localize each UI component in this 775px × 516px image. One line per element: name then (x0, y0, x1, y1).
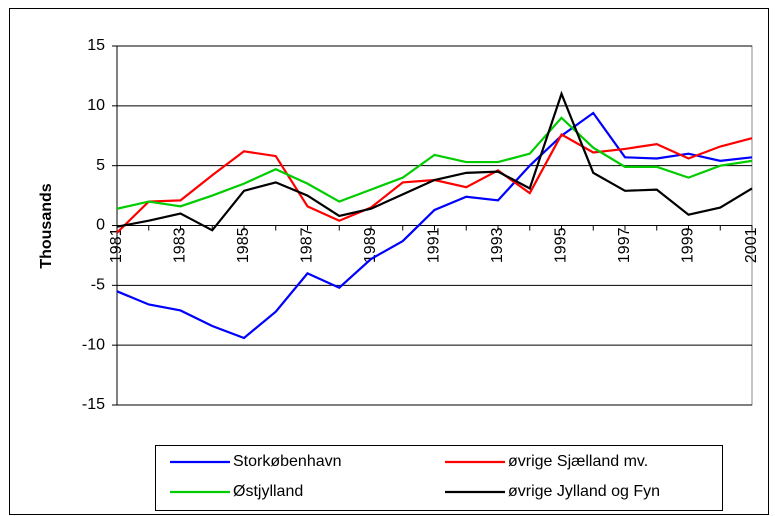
x-tick-label: 1981 (108, 227, 125, 263)
x-tick-label: 2001 (743, 227, 760, 263)
y-axis-label: Thousands (38, 183, 55, 268)
legend-label: øvrige Sjælland mv. (508, 453, 648, 470)
y-tick-label: -10 (82, 336, 105, 353)
legend-label: Østjylland (233, 483, 303, 500)
x-tick-label: 1991 (426, 227, 443, 263)
chart-frame (9, 8, 769, 515)
x-tick-label: 1999 (680, 227, 697, 263)
x-tick-label: 1989 (362, 227, 379, 263)
y-tick-label: -5 (91, 277, 105, 294)
x-tick-label: 1993 (489, 227, 506, 263)
y-tick-label: 5 (96, 157, 105, 174)
y-tick-label: -15 (82, 396, 105, 413)
legend (155, 445, 723, 511)
data-line (116, 116, 753, 210)
data-line (116, 111, 753, 340)
x-tick-label: 1985 (235, 227, 252, 263)
x-tick-label: 1983 (172, 227, 189, 263)
data-line (116, 90, 753, 232)
x-tick-label: 1987 (299, 227, 316, 263)
legend-label: øvrige Jylland og Fyn (508, 483, 660, 500)
legend-label: Storkøbenhavn (233, 453, 342, 470)
x-tick-label: 1995 (553, 227, 570, 263)
y-tick-label: 10 (87, 97, 105, 114)
y-tick-label: 0 (96, 217, 105, 234)
x-tick-label: 1997 (616, 227, 633, 263)
y-tick-label: 15 (87, 37, 105, 54)
